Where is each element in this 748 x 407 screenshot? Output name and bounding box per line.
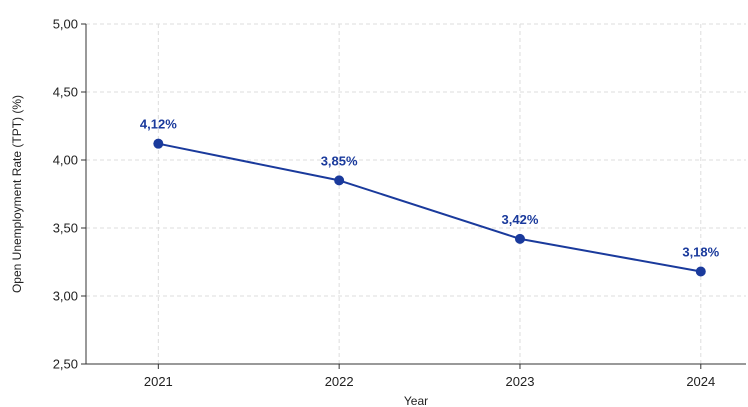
x-axis-title: Year bbox=[404, 394, 428, 407]
data-label: 3,18% bbox=[682, 245, 719, 260]
y-tick-label: 5,00 bbox=[53, 17, 78, 32]
y-tick-label: 3,00 bbox=[53, 289, 78, 304]
y-axis-title: Open Unemployment Rate (TPT) (%) bbox=[10, 95, 24, 293]
x-tick-label: 2021 bbox=[144, 374, 173, 389]
data-point bbox=[514, 233, 525, 244]
y-tick-label: 4,50 bbox=[53, 85, 78, 100]
data-point bbox=[334, 175, 345, 186]
x-ticks: 2021 2022 2023 2024 bbox=[144, 364, 715, 389]
x-tick-label: 2024 bbox=[686, 374, 715, 389]
y-tick-label: 2,50 bbox=[53, 357, 78, 372]
data-label: 3,85% bbox=[321, 153, 358, 168]
series: 4,12% 3,85% 3,42% 3,18% bbox=[140, 117, 720, 277]
x-tick-label: 2023 bbox=[506, 374, 535, 389]
x-tick-label: 2022 bbox=[325, 374, 354, 389]
series-line bbox=[158, 142, 701, 273]
data-point bbox=[695, 266, 706, 277]
data-label: 4,12% bbox=[140, 117, 177, 132]
axes bbox=[85, 24, 746, 365]
data-point bbox=[153, 138, 164, 149]
y-tick-label: 4,00 bbox=[53, 153, 78, 168]
y-tick-label: 3,50 bbox=[53, 221, 78, 236]
data-label: 3,42% bbox=[502, 212, 539, 227]
y-ticks: 2,50 3,00 3,50 4,00 4,50 5,00 bbox=[53, 17, 86, 372]
grid bbox=[86, 23, 746, 364]
